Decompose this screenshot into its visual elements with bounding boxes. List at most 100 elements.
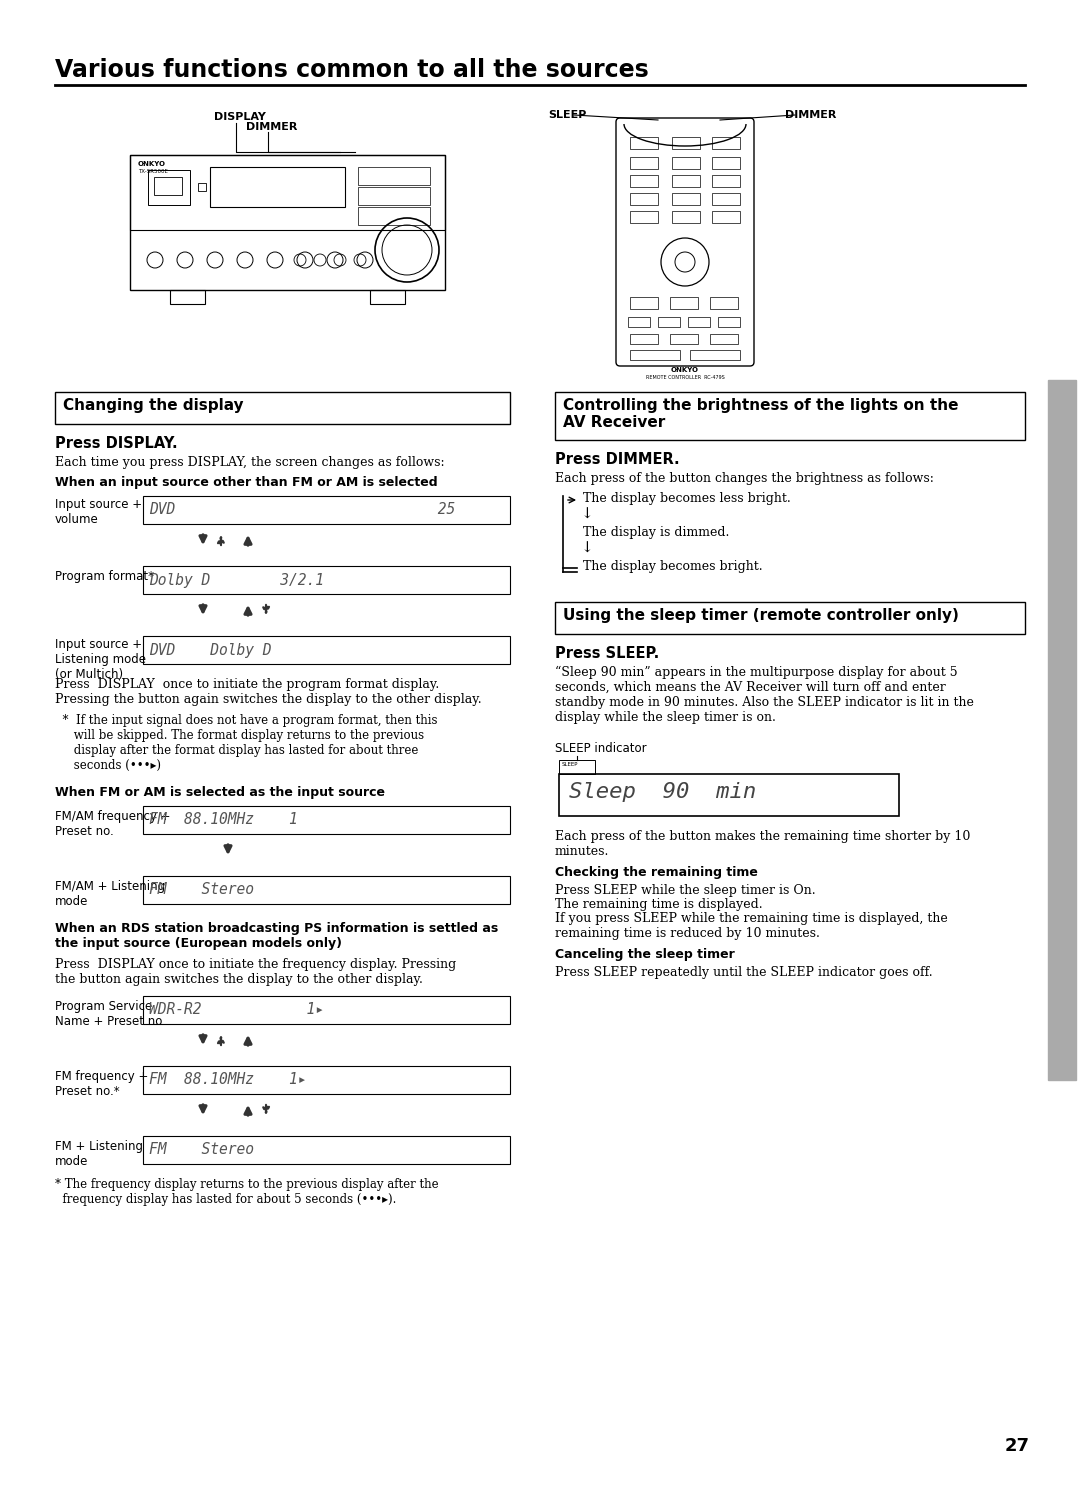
Bar — [55, 392, 510, 425]
Text: DISPLAY: DISPLAY — [214, 111, 266, 122]
Text: FM/AM frequency +
Preset no.: FM/AM frequency + Preset no. — [55, 809, 171, 838]
Text: Press SLEEP while the sleep timer is On.: Press SLEEP while the sleep timer is On. — [555, 884, 815, 897]
Bar — [670, 297, 698, 309]
Text: ↓: ↓ — [581, 542, 594, 555]
Bar — [143, 806, 510, 835]
Bar — [672, 175, 700, 187]
Bar — [658, 316, 680, 327]
Bar — [555, 601, 1025, 634]
Bar — [130, 154, 445, 230]
Text: “Sleep 90 min” appears in the multipurpose display for about 5
seconds, which me: “Sleep 90 min” appears in the multipurpo… — [555, 665, 974, 725]
Bar — [143, 636, 510, 664]
Text: DIMMER: DIMMER — [246, 122, 297, 132]
Text: Using the sleep timer (remote controller only): Using the sleep timer (remote controller… — [563, 607, 959, 624]
Bar — [170, 290, 205, 304]
Bar — [672, 137, 700, 148]
Text: WDR-R2            1▸: WDR-R2 1▸ — [149, 1002, 324, 1017]
Text: FM  88.10MHz    1▸: FM 88.10MHz 1▸ — [149, 1072, 307, 1087]
Text: FM/AM + Listening
mode: FM/AM + Listening mode — [55, 881, 165, 907]
Text: Press DIMMER.: Press DIMMER. — [555, 451, 679, 466]
FancyBboxPatch shape — [616, 117, 754, 365]
Bar — [712, 175, 740, 187]
Text: The remaining time is displayed.: The remaining time is displayed. — [555, 898, 762, 910]
Text: TX-SR500E: TX-SR500E — [138, 169, 167, 174]
Text: When FM or AM is selected as the input source: When FM or AM is selected as the input s… — [55, 786, 384, 799]
Text: * The frequency display returns to the previous display after the
  frequency di: * The frequency display returns to the p… — [55, 1178, 438, 1206]
Text: Program Service
Name + Preset no.: Program Service Name + Preset no. — [55, 999, 166, 1028]
Bar — [627, 316, 650, 327]
Text: Press SLEEP repeatedly until the SLEEP indicator goes off.: Press SLEEP repeatedly until the SLEEP i… — [555, 967, 933, 979]
Text: The display becomes less bright.: The display becomes less bright. — [583, 492, 791, 505]
Text: FM  88.10MHz    1: FM 88.10MHz 1 — [149, 812, 298, 827]
Bar — [630, 350, 680, 359]
Text: FM + Listening
mode: FM + Listening mode — [55, 1140, 143, 1169]
Bar — [143, 566, 510, 594]
Bar — [630, 193, 658, 205]
Bar — [143, 496, 510, 524]
Text: Input source +
Listening mode
(or Multich): Input source + Listening mode (or Multic… — [55, 639, 146, 682]
Text: SLEEP: SLEEP — [562, 762, 579, 766]
Bar — [357, 206, 430, 226]
Text: The display is dimmed.: The display is dimmed. — [583, 526, 729, 539]
Text: DVD    Dolby D: DVD Dolby D — [149, 643, 271, 658]
Bar — [630, 175, 658, 187]
Text: FM    Stereo: FM Stereo — [149, 1142, 254, 1157]
Bar — [712, 211, 740, 223]
Bar — [688, 316, 710, 327]
Text: Changing the display: Changing the display — [63, 398, 244, 413]
Text: Press  DISPLAY once to initiate the frequency display. Pressing
the button again: Press DISPLAY once to initiate the frequ… — [55, 958, 456, 986]
Text: FM    Stereo: FM Stereo — [149, 882, 254, 897]
Text: Program format*: Program format* — [55, 570, 154, 584]
Bar — [130, 154, 445, 290]
Bar — [690, 350, 740, 359]
Text: FM frequency +
Preset no.*: FM frequency + Preset no.* — [55, 1071, 148, 1097]
Bar — [630, 297, 658, 309]
Text: DIMMER: DIMMER — [785, 110, 836, 120]
Text: Press SLEEP.: Press SLEEP. — [555, 646, 659, 661]
Text: Press  DISPLAY  once to initiate the program format display.
Pressing the button: Press DISPLAY once to initiate the progr… — [55, 679, 482, 705]
Bar — [630, 334, 658, 345]
Bar — [672, 157, 700, 169]
Bar — [198, 183, 206, 192]
Text: Various functions common to all the sources: Various functions common to all the sour… — [55, 58, 649, 82]
Text: If you press SLEEP while the remaining time is displayed, the
remaining time is : If you press SLEEP while the remaining t… — [555, 912, 948, 940]
Bar — [559, 760, 595, 774]
Bar — [710, 334, 738, 345]
Text: When an RDS station broadcasting PS information is settled as
the input source (: When an RDS station broadcasting PS info… — [55, 922, 498, 950]
Text: 27: 27 — [1005, 1437, 1030, 1455]
Bar — [712, 137, 740, 148]
Text: Controlling the brightness of the lights on the
AV Receiver: Controlling the brightness of the lights… — [563, 398, 959, 431]
Bar — [1048, 380, 1076, 1080]
Bar — [559, 774, 899, 815]
Bar — [718, 316, 740, 327]
Text: Each time you press DISPLAY, the screen changes as follows:: Each time you press DISPLAY, the screen … — [55, 456, 445, 469]
Text: Each press of the button makes the remaining time shorter by 10
minutes.: Each press of the button makes the remai… — [555, 830, 970, 858]
Bar — [630, 157, 658, 169]
Text: ↓: ↓ — [581, 508, 594, 523]
Text: Press DISPLAY.: Press DISPLAY. — [55, 437, 177, 451]
Bar — [672, 211, 700, 223]
Text: Sleep  90  min: Sleep 90 min — [569, 783, 756, 802]
Bar — [210, 166, 345, 206]
Bar — [712, 157, 740, 169]
Text: DVD                              25: DVD 25 — [149, 502, 456, 517]
Text: Dolby D        3/2.1: Dolby D 3/2.1 — [149, 573, 324, 588]
Bar — [143, 876, 510, 904]
Text: SLEEP indicator: SLEEP indicator — [555, 742, 647, 754]
Bar — [143, 1066, 510, 1094]
Text: Canceling the sleep timer: Canceling the sleep timer — [555, 947, 734, 961]
Bar — [555, 392, 1025, 440]
Bar — [154, 177, 183, 195]
Text: REMOTE CONTROLLER  RC-479S: REMOTE CONTROLLER RC-479S — [646, 376, 725, 380]
Bar — [670, 334, 698, 345]
Bar — [630, 211, 658, 223]
Bar — [710, 297, 738, 309]
Bar — [630, 137, 658, 148]
Text: When an input source other than FM or AM is selected: When an input source other than FM or AM… — [55, 477, 437, 489]
Bar — [148, 169, 190, 205]
Text: Checking the remaining time: Checking the remaining time — [555, 866, 758, 879]
Bar — [357, 187, 430, 205]
Bar — [370, 290, 405, 304]
Bar — [143, 996, 510, 1025]
Text: SLEEP: SLEEP — [548, 110, 586, 120]
